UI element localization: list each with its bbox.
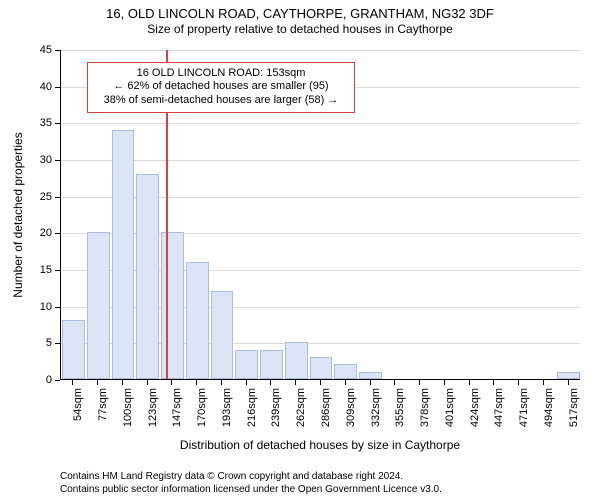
x-tick: [370, 380, 371, 385]
x-tick-label: 123sqm: [147, 388, 159, 438]
x-tick: [469, 380, 470, 385]
x-tick-label: 471sqm: [518, 388, 530, 438]
x-tick-label: 77sqm: [97, 388, 109, 438]
histogram-bar: [62, 320, 85, 379]
x-tick-label: 147sqm: [171, 388, 183, 438]
x-tick: [493, 380, 494, 385]
x-tick: [518, 380, 519, 385]
x-tick: [97, 380, 98, 385]
histogram-bar: [334, 364, 357, 379]
histogram-bar: [136, 174, 159, 379]
y-tick: [55, 123, 60, 124]
y-tick: [55, 380, 60, 381]
x-tick-label: 378sqm: [419, 388, 431, 438]
y-tick-label: 30: [40, 154, 52, 166]
y-tick-label: 40: [40, 81, 52, 93]
y-tick-label: 10: [40, 301, 52, 313]
histogram-bar: [87, 232, 110, 379]
grid-line: [61, 50, 580, 51]
y-tick: [55, 343, 60, 344]
y-tick-label: 35: [40, 117, 52, 129]
y-tick: [55, 50, 60, 51]
x-tick-label: 170sqm: [196, 388, 208, 438]
x-tick-label: 216sqm: [246, 388, 258, 438]
annotation-line: ← 62% of detached houses are smaller (95…: [94, 80, 348, 94]
histogram-bar: [310, 357, 333, 379]
x-tick: [320, 380, 321, 385]
histogram-chart: 16 OLD LINCOLN ROAD: 153sqm← 62% of deta…: [0, 0, 600, 500]
annotation-line: 16 OLD LINCOLN ROAD: 153sqm: [94, 67, 348, 81]
annotation-line: 38% of semi-detached houses are larger (…: [94, 94, 348, 108]
x-tick-label: 355sqm: [394, 388, 406, 438]
histogram-bar: [161, 232, 184, 379]
x-tick-label: 517sqm: [568, 388, 580, 438]
x-tick: [122, 380, 123, 385]
x-tick-label: 494sqm: [543, 388, 555, 438]
x-tick: [246, 380, 247, 385]
caption-line: Contains public sector information licen…: [60, 483, 442, 496]
histogram-bar: [260, 350, 283, 379]
x-tick: [345, 380, 346, 385]
x-tick: [568, 380, 569, 385]
x-tick-label: 332sqm: [370, 388, 382, 438]
grid-line: [61, 160, 580, 161]
plot-area: 16 OLD LINCOLN ROAD: 153sqm← 62% of deta…: [60, 50, 580, 380]
y-tick: [55, 233, 60, 234]
x-tick-label: 286sqm: [320, 388, 332, 438]
histogram-bar: [211, 291, 234, 379]
x-tick-label: 262sqm: [295, 388, 307, 438]
y-tick-label: 5: [46, 337, 52, 349]
x-tick: [394, 380, 395, 385]
y-tick: [55, 270, 60, 271]
x-tick-label: 100sqm: [122, 388, 134, 438]
caption-line: Contains HM Land Registry data © Crown c…: [60, 470, 442, 483]
y-tick: [55, 160, 60, 161]
y-tick-label: 25: [40, 191, 52, 203]
histogram-bar: [235, 350, 258, 379]
attribution-caption: Contains HM Land Registry data © Crown c…: [60, 470, 442, 496]
y-tick-label: 15: [40, 264, 52, 276]
x-axis-label: Distribution of detached houses by size …: [60, 438, 580, 452]
x-tick-label: 54sqm: [72, 388, 84, 438]
x-tick: [270, 380, 271, 385]
x-tick: [147, 380, 148, 385]
y-tick: [55, 307, 60, 308]
grid-line: [61, 123, 580, 124]
x-tick: [419, 380, 420, 385]
x-tick-label: 309sqm: [345, 388, 357, 438]
x-tick-label: 239sqm: [270, 388, 282, 438]
y-axis-label: Number of detached properties: [11, 132, 25, 297]
x-tick-label: 193sqm: [221, 388, 233, 438]
annotation-box: 16 OLD LINCOLN ROAD: 153sqm← 62% of deta…: [87, 62, 355, 113]
x-tick-label: 424sqm: [469, 388, 481, 438]
y-tick-label: 0: [46, 374, 52, 386]
x-tick: [221, 380, 222, 385]
histogram-bar: [285, 342, 308, 379]
x-tick: [72, 380, 73, 385]
y-tick-label: 45: [40, 44, 52, 56]
histogram-bar: [112, 130, 135, 379]
x-tick: [171, 380, 172, 385]
histogram-bar: [359, 372, 382, 379]
x-tick: [543, 380, 544, 385]
x-tick: [444, 380, 445, 385]
histogram-bar: [186, 262, 209, 379]
x-tick-label: 401sqm: [444, 388, 456, 438]
y-tick-label: 20: [40, 227, 52, 239]
y-tick: [55, 87, 60, 88]
x-tick: [295, 380, 296, 385]
x-tick-label: 447sqm: [493, 388, 505, 438]
histogram-bar: [557, 372, 580, 379]
x-tick: [196, 380, 197, 385]
y-tick: [55, 197, 60, 198]
